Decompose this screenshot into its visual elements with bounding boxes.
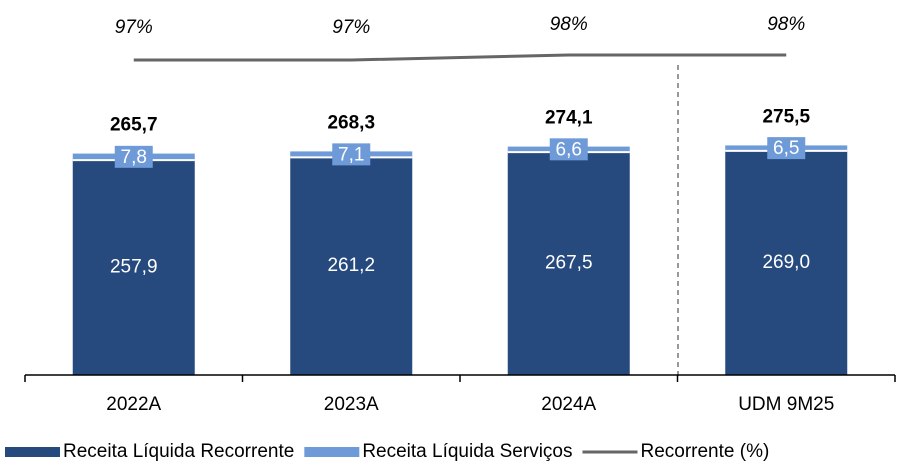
legend-label: Receita Líquida Recorrente xyxy=(63,441,294,462)
legend-label: Receita Líquida Serviços xyxy=(362,441,572,462)
value-label: 6,6 xyxy=(556,139,582,160)
label-box xyxy=(767,137,806,160)
line-label: 97% xyxy=(332,17,370,38)
legend-swatch xyxy=(304,447,360,457)
label-box xyxy=(549,138,588,161)
bar-segment xyxy=(507,152,630,375)
value-label: 267,5 xyxy=(545,253,593,274)
label-box xyxy=(114,145,153,168)
x-tick-label: UDM 9M25 xyxy=(738,394,834,415)
total-label: 274,1 xyxy=(545,108,593,129)
value-label: 7,1 xyxy=(338,144,364,165)
value-label: 257,9 xyxy=(110,257,158,278)
total-label: 275,5 xyxy=(762,106,810,127)
line-label: 98% xyxy=(767,14,805,35)
value-label: 7,8 xyxy=(121,147,147,168)
line-label: 98% xyxy=(550,14,588,35)
legend-swatch xyxy=(5,447,60,457)
value-label: 6,5 xyxy=(773,138,799,159)
x-tick-label: 2023A xyxy=(324,394,379,415)
label-box xyxy=(332,143,371,166)
line-label: 97% xyxy=(115,17,153,38)
x-tick-label: 2024A xyxy=(541,394,596,415)
bar-segment xyxy=(725,150,848,375)
value-label: 269,0 xyxy=(762,252,810,273)
total-label: 265,7 xyxy=(110,115,158,136)
value-label: 261,2 xyxy=(327,255,375,276)
line-series xyxy=(133,53,787,62)
legend-label: Recorrente (%) xyxy=(640,441,769,462)
bar-segment xyxy=(290,157,413,375)
x-tick-label: 2022A xyxy=(106,394,161,415)
total-label: 268,3 xyxy=(327,112,375,133)
bar-segment xyxy=(72,160,195,375)
